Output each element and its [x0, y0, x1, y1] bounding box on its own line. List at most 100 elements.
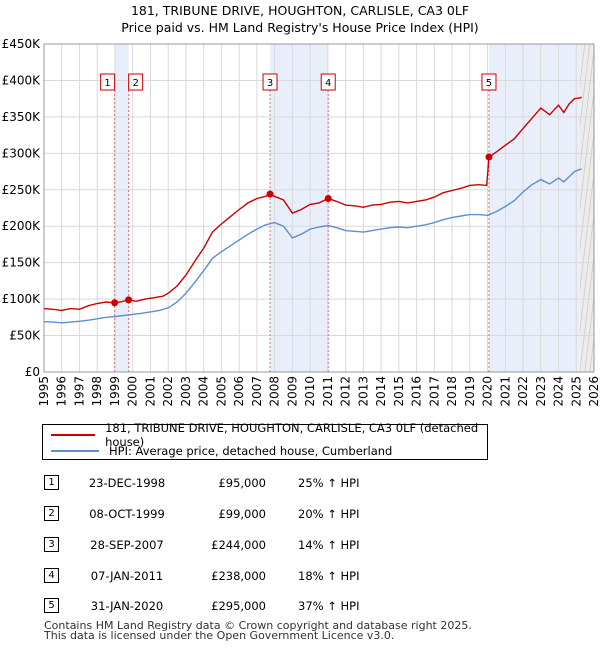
x-tick-label: 1999: [108, 376, 122, 407]
y-tick-label: £0: [25, 365, 40, 379]
y-tick-label: £350K: [2, 110, 42, 124]
x-tick-label: 2003: [179, 376, 193, 407]
sale-number-badge: 2: [44, 506, 59, 521]
footer-licence: This data is licensed under the Open Gov…: [44, 629, 395, 642]
table-row: 3 28-SEP-2007 £244,000 14% ↑ HPI: [44, 535, 464, 555]
sale-label: 5: [486, 78, 492, 89]
footer-copyright: Contains HM Land Registry data © Crown c…: [44, 619, 472, 632]
forecast-hatch: [579, 252, 595, 372]
x-tick-label: 2017: [427, 376, 441, 407]
sale-price: £95,000: [218, 476, 266, 490]
footer: Contains HM Land Registry data © Crown c…: [44, 619, 472, 642]
y-tick-label: £250K: [2, 183, 42, 197]
y-tick-label: £200K: [2, 219, 42, 233]
legend-swatch-hpi: [51, 450, 99, 452]
price-chart: £0 £50K £100K £150K £200K £250K £300K £350K £400…: [2, 37, 600, 407]
x-tick-label: 1998: [90, 376, 104, 407]
sale-hpi-change: 20% ↑ HPI: [298, 507, 360, 521]
x-tick-label: 2009: [285, 376, 299, 407]
chart-subtitle: Price paid vs. HM Land Registry's House …: [121, 20, 479, 35]
sale-date: 07-JAN-2011: [90, 569, 164, 583]
sale-hpi-change: 14% ↑ HPI: [298, 538, 360, 552]
sale-price: £244,000: [211, 538, 266, 552]
sale-price: £238,000: [211, 569, 266, 583]
x-tick-label: 2025: [569, 376, 583, 407]
legend-item-property: 181, TRIBUNE DRIVE, HOUGHTON, CARLISLE, …: [51, 421, 487, 449]
shaded-period: [270, 44, 329, 372]
x-tick-label: 2001: [143, 376, 157, 407]
sale-point: [266, 190, 274, 198]
series-line-hpi: [43, 168, 582, 324]
sale-date: 23-DEC-1998: [88, 476, 166, 490]
x-tick-label: 2008: [268, 376, 282, 407]
x-tick-label: 2022: [516, 376, 530, 407]
x-tick-label: 1995: [37, 376, 51, 407]
legend-item-hpi: HPI: Average price, detached house, Cumb…: [51, 443, 392, 459]
legend-label-hpi: HPI: Average price, detached house, Cumb…: [109, 444, 393, 458]
x-tick-label: 2020: [481, 376, 495, 407]
legend-swatch-property: [51, 434, 96, 436]
sale-label: 2: [132, 78, 138, 89]
x-tick-label: 1996: [55, 376, 69, 407]
legend-label-property: 181, TRIBUNE DRIVE, HOUGHTON, CARLISLE, …: [105, 421, 479, 449]
x-tick-label: 2013: [356, 376, 370, 407]
x-tick-label: 2016: [410, 376, 424, 407]
sale-price: £295,000: [211, 599, 266, 613]
x-tick-label: 2015: [392, 376, 406, 407]
x-tick-label: 2010: [303, 376, 317, 407]
forecast-hatch: [579, 44, 591, 129]
x-tick-label: 2018: [445, 376, 459, 407]
sale-label: 3: [267, 78, 273, 89]
sale-label: 1: [104, 78, 110, 89]
y-tick-label: £400K: [2, 73, 42, 87]
sale-point: [485, 153, 493, 161]
sale-label-box: [100, 73, 116, 91]
sale-price: £99,000: [218, 507, 266, 521]
chart-title: 181, TRIBUNE DRIVE, HOUGHTON, CARLISLE, …: [130, 3, 470, 18]
x-tick-label: 2019: [463, 376, 477, 407]
x-tick-label: 2024: [552, 376, 566, 407]
forecast-hatch: [579, 211, 595, 334]
forecast-region: [579, 44, 594, 372]
y-tick-label: £100K: [2, 292, 42, 306]
sale-date: 08-OCT-1999: [89, 507, 165, 521]
table-row: 5 31-JAN-2020 £295,000 37% ↑ HPI: [44, 596, 464, 616]
sale-label-box: [320, 73, 336, 91]
x-tick-label: 2014: [374, 376, 388, 407]
sale-label: 4: [325, 78, 331, 89]
x-tick-label: 2011: [321, 376, 335, 407]
x-tick-label: 2002: [161, 376, 175, 407]
legend: 181, TRIBUNE DRIVE, HOUGHTON, CARLISLE, …: [42, 421, 488, 460]
x-tick-label: 2000: [126, 376, 140, 407]
y-tick-label: £150K: [2, 256, 42, 270]
x-tick-label: 2006: [232, 376, 246, 407]
x-tick-label: 2012: [339, 376, 353, 407]
y-tick-label: £450K: [2, 37, 42, 51]
x-tick-label: 2004: [197, 376, 211, 407]
forecast-hatch: [584, 293, 595, 372]
y-tick-label: £300K: [2, 146, 42, 160]
chart-title-block: 181, TRIBUNE DRIVE, HOUGHTON, CARLISLE, …: [0, 2, 600, 36]
table-row: 4 07-JAN-2011 £238,000 18% ↑ HPI: [44, 566, 464, 586]
sale-date: 31-JAN-2020: [90, 599, 164, 613]
forecast-hatch: [579, 88, 595, 211]
shaded-period: [488, 44, 580, 372]
x-tick-label: 1997: [72, 376, 86, 407]
series-line-property: [43, 96, 582, 312]
sale-number-badge: 4: [44, 568, 59, 583]
table-row: 2 08-OCT-1999 £99,000 20% ↑ HPI: [44, 504, 464, 524]
forecast-hatch: [579, 47, 595, 170]
x-tick-label: 2026: [587, 376, 600, 407]
shaded-period: [114, 44, 129, 372]
sale-number-badge: 5: [44, 598, 59, 613]
sale-label-box: [128, 73, 144, 91]
sale-label-box: [262, 73, 278, 91]
sale-number-badge: 3: [44, 537, 59, 552]
sale-point: [125, 296, 133, 304]
table-row: 1 23-DEC-1998 £95,000 25% ↑ HPI: [44, 473, 464, 493]
sale-hpi-change: 25% ↑ HPI: [298, 476, 360, 490]
x-tick-label: 2021: [498, 376, 512, 407]
x-tick-label: 2005: [214, 376, 228, 407]
x-tick-label: 2007: [250, 376, 264, 407]
sale-date: 28-SEP-2007: [90, 538, 164, 552]
